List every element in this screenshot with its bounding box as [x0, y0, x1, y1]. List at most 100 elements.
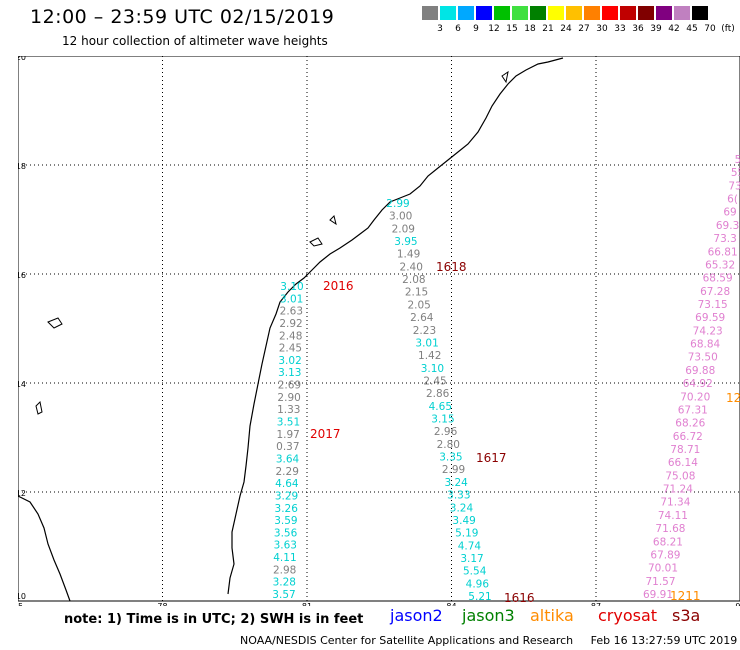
legend-label: 3	[437, 24, 443, 34]
track-time-label: 1211	[670, 589, 701, 603]
legend-label: 21	[542, 24, 554, 34]
track1-value: 3.51	[277, 417, 300, 429]
track3-value: 73.3	[713, 233, 736, 245]
island	[309, 237, 323, 247]
latitude-label: 20	[18, 56, 26, 62]
track3-value: 71.34	[660, 497, 690, 509]
track3-value: 5(	[735, 154, 740, 166]
track2-value: 3.01	[415, 337, 438, 349]
track1-value: 2.48	[279, 330, 302, 342]
legend-swatch	[422, 6, 439, 20]
track-time-label: 12	[726, 391, 740, 405]
longitude-label: 90	[735, 602, 740, 606]
track2-value: 2.05	[407, 299, 430, 311]
track3-value: 67.31	[678, 404, 708, 416]
longitude-label: 78	[157, 602, 167, 606]
satellite-name: jason3	[462, 606, 515, 625]
legend-label: 70	[704, 24, 716, 34]
satellite-name: cryosat	[598, 606, 658, 625]
axis-labels: 20 18 16 14 12 1075 78 81 84 87 90	[18, 56, 740, 606]
track3-value: 68.59	[703, 273, 733, 285]
track2-value: 5.19	[455, 528, 478, 540]
legend-label: 45	[686, 24, 698, 34]
legend-label: 39	[650, 24, 662, 34]
track3-value: 71.24	[663, 484, 693, 496]
color-legend: 3 6 9 12 15 18 21 24 27 30 33 36 39 42 45 70 (ft)	[422, 6, 735, 38]
legend-swatch	[512, 6, 529, 20]
track2-value: 3.95	[394, 236, 417, 248]
legend-swatch	[620, 6, 637, 20]
track2-value: 3.10	[421, 363, 444, 375]
legend-label: 30	[596, 24, 608, 34]
legend-label: 33	[614, 24, 626, 34]
track1-value: 3.57	[272, 589, 295, 601]
track3-value: 67.28	[700, 286, 730, 298]
track1-value: 1.97	[276, 429, 299, 441]
track2-value: 3.49	[452, 515, 475, 527]
latitude-label: 14	[18, 380, 26, 389]
legend-swatch	[692, 6, 709, 20]
track2-value: 2.23	[413, 325, 436, 337]
track1-value: 3.29	[275, 490, 298, 502]
track2-value: 3.00	[389, 211, 412, 223]
legend-swatch	[530, 6, 547, 20]
island	[35, 400, 43, 415]
legend-label: 36	[632, 24, 644, 34]
track3-value: 78.71	[670, 444, 700, 456]
track-time-label: 1617	[476, 451, 507, 465]
track3-value: 74.11	[658, 510, 688, 522]
credit-line: NOAA/NESDIS Center for Satellite Applica…	[240, 634, 737, 647]
latitude-label: 18	[18, 162, 26, 171]
track1-value: 3.64	[276, 453, 300, 465]
legend-swatch	[476, 6, 493, 20]
track2-value: 1.42	[418, 350, 441, 362]
track2-value: 3.15	[431, 414, 454, 426]
track2-value: 2.80	[437, 439, 460, 451]
track1-value: 0.37	[276, 441, 299, 453]
track2-value: 2.96	[434, 426, 458, 438]
track1-value: 3.02	[278, 355, 301, 367]
track3-value: 68.26	[675, 418, 705, 430]
legend-swatch	[584, 6, 601, 20]
track3-value: 6(	[727, 194, 738, 206]
legend-swatch	[548, 6, 565, 20]
latitude-label: 12	[18, 489, 26, 498]
track1-value: 4.11	[273, 552, 296, 564]
map-frame	[18, 56, 740, 602]
track2-value: 5.54	[463, 566, 487, 578]
satellite-name: s3a	[672, 606, 701, 625]
legend-swatch	[638, 6, 655, 20]
coastline-south	[18, 495, 71, 602]
track2-value: 5.21	[468, 591, 491, 603]
wave-height-map: 201816141210757881848790 3.103.012.632.9…	[18, 56, 740, 606]
legend-label: 12	[488, 24, 500, 34]
track3-value: 68.84	[690, 339, 720, 351]
track1-value: 1.33	[277, 404, 300, 416]
legend-swatch	[458, 6, 475, 20]
track1-value: 2.69	[278, 380, 301, 392]
legend-label: 15	[506, 24, 518, 34]
track2-value: 2.86	[426, 388, 450, 400]
track2-value: 4.74	[458, 540, 482, 552]
track2-value: 2.09	[392, 223, 415, 235]
legend-label: 24	[560, 24, 572, 34]
track2-value: 2.40	[400, 261, 423, 273]
satellite-tracks: 3.103.012.632.922.482.453.023.132.692.90…	[272, 154, 740, 605]
credit-timestamp: Feb 16 13:27:59 UTC 2019	[590, 634, 738, 647]
legend-label: 9	[473, 24, 479, 34]
track2-value: 1.49	[397, 249, 420, 261]
legend-swatch	[440, 6, 457, 20]
track3-value: 69.59	[695, 312, 725, 324]
graticule	[18, 56, 740, 601]
track3-value: 55	[731, 167, 740, 179]
track1-value: 3.26	[275, 503, 299, 515]
track-time-label: 2017	[310, 427, 341, 441]
track3-value: 73	[728, 180, 740, 192]
track1-value: 2.63	[280, 306, 303, 318]
legend-label: 6	[455, 24, 461, 34]
longitude-label: 87	[591, 602, 601, 606]
latitude-label: 16	[18, 271, 26, 280]
track1-value: 3.10	[280, 281, 303, 293]
legend-swatch	[674, 6, 691, 20]
track3-value: 69.91	[643, 589, 673, 601]
